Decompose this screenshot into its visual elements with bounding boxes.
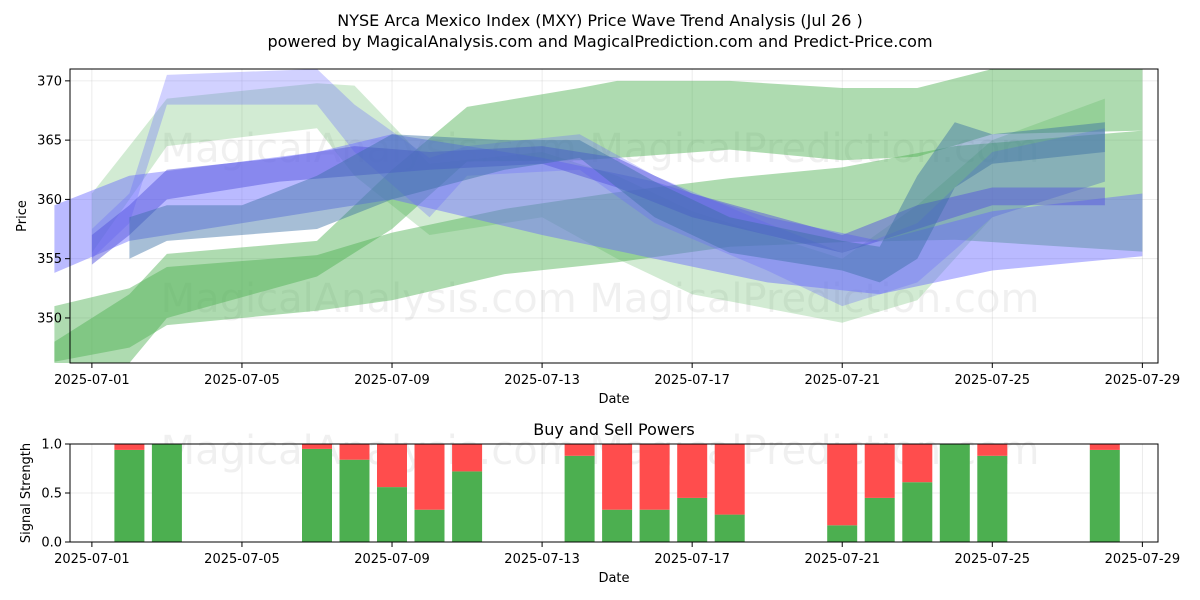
sell-power-bar xyxy=(302,444,332,449)
price-x-tick-label: 2025-07-21 xyxy=(804,373,880,388)
signal-x-ticks: 2025-07-01 2025-07-05 2025-07-09 2025-07-13… xyxy=(54,542,1180,567)
price-watermark-lower: MagicalAnalysis.com MagicalPrediction.co… xyxy=(161,276,1040,322)
price-x-tick-label: 2025-07-25 xyxy=(955,373,1031,388)
buy-power-bar xyxy=(114,449,145,542)
signal-chart: Buy and Sell Powers MagicalAnalysis.com … xyxy=(19,420,1180,586)
buy-power-bar xyxy=(714,514,745,542)
price-x-tick-label: 2025-07-05 xyxy=(204,373,280,388)
price-x-tick-label: 2025-07-29 xyxy=(1105,373,1181,388)
sell-power-bar xyxy=(977,444,1008,456)
buy-power-bar xyxy=(939,444,970,542)
signal-x-tick-label: 2025-07-17 xyxy=(654,552,730,567)
sell-power-bar xyxy=(114,444,145,450)
price-x-axis-label: Date xyxy=(598,392,629,407)
signal-x-axis-label: Date xyxy=(598,571,629,586)
sell-power-bar xyxy=(827,444,858,526)
price-x-tick-label: 2025-07-17 xyxy=(654,373,730,388)
buy-power-bar xyxy=(677,497,708,542)
buy-power-bar xyxy=(151,444,182,542)
sell-power-bar xyxy=(677,444,708,498)
price-band-2 xyxy=(54,69,1143,363)
price-band-7 xyxy=(129,122,1105,283)
buy-power-bar xyxy=(377,487,407,542)
price-y-ticks: 350 355 360 365 370 xyxy=(37,74,70,326)
price-y-axis-label: Price xyxy=(15,200,30,232)
buy-power-bar xyxy=(564,455,595,542)
sell-power-bar xyxy=(602,444,633,510)
buy-power-bar xyxy=(827,525,858,542)
sell-power-bar xyxy=(902,444,933,483)
signal-y-axis-label: Signal Strength xyxy=(19,443,34,543)
price-x-tick-label: 2025-07-01 xyxy=(54,373,130,388)
sell-power-bar xyxy=(564,444,595,456)
signal-x-tick-label: 2025-07-21 xyxy=(804,552,880,567)
price-y-tick-label: 370 xyxy=(37,74,62,89)
signal-x-tick-label: 2025-07-29 xyxy=(1105,552,1181,567)
buy-power-bar xyxy=(977,455,1008,542)
buy-power-bar xyxy=(602,509,633,542)
signal-x-tick-label: 2025-07-01 xyxy=(54,552,130,567)
buy-power-bar xyxy=(639,509,670,542)
price-band-5 xyxy=(91,69,1105,307)
price-band-6 xyxy=(91,146,1105,265)
buy-power-bar xyxy=(302,448,332,542)
signal-x-tick-label: 2025-07-05 xyxy=(204,552,280,567)
sell-power-bar xyxy=(864,444,895,498)
sell-power-bar xyxy=(452,444,483,472)
sell-power-bar xyxy=(1089,444,1120,450)
signal-x-tick-label: 2025-07-09 xyxy=(354,552,430,567)
main-chart-subtitle: powered by MagicalAnalysis.com and Magic… xyxy=(267,32,932,51)
price-x-ticks: 2025-07-01 2025-07-05 2025-07-09 2025-07-13… xyxy=(54,363,1180,388)
buy-power-bar xyxy=(1089,449,1120,542)
buy-power-bar xyxy=(414,509,445,542)
signal-bars xyxy=(114,444,1120,542)
main-chart-title: NYSE Arca Mexico Index (MXY) Price Wave … xyxy=(337,11,862,30)
price-plot-frame xyxy=(69,68,1159,364)
price-y-tick-label: 365 xyxy=(37,134,62,149)
signal-y-tick-label: 1.0 xyxy=(41,438,62,453)
sell-power-bar xyxy=(339,444,370,460)
buy-power-bar xyxy=(452,471,483,542)
price-x-tick-label: 2025-07-09 xyxy=(354,373,430,388)
signal-chart-title: Buy and Sell Powers xyxy=(533,420,695,439)
price-y-tick-label: 350 xyxy=(37,311,62,326)
sell-power-bar xyxy=(414,444,445,510)
price-chart: MagicalAnalysis.com MagicalPrediction.co… xyxy=(15,68,1180,407)
signal-x-tick-label: 2025-07-13 xyxy=(504,552,580,567)
signal-x-tick-label: 2025-07-25 xyxy=(955,552,1031,567)
sell-power-bar xyxy=(714,444,745,515)
signal-y-tick-label: 0.0 xyxy=(41,536,62,551)
buy-power-bar xyxy=(864,497,895,542)
price-x-tick-label: 2025-07-13 xyxy=(504,373,580,388)
sell-power-bar xyxy=(639,444,670,510)
price-band-3 xyxy=(91,83,1105,323)
price-bands xyxy=(54,69,1143,363)
price-y-tick-label: 355 xyxy=(37,252,62,267)
signal-y-tick-label: 0.5 xyxy=(41,487,62,502)
sell-power-bar xyxy=(377,444,407,488)
buy-power-bar xyxy=(339,459,370,542)
price-band-1 xyxy=(54,130,1143,362)
price-y-tick-label: 360 xyxy=(37,193,62,208)
buy-power-bar xyxy=(902,482,933,542)
signal-y-ticks: 0.0 0.5 1.0 xyxy=(41,438,70,551)
